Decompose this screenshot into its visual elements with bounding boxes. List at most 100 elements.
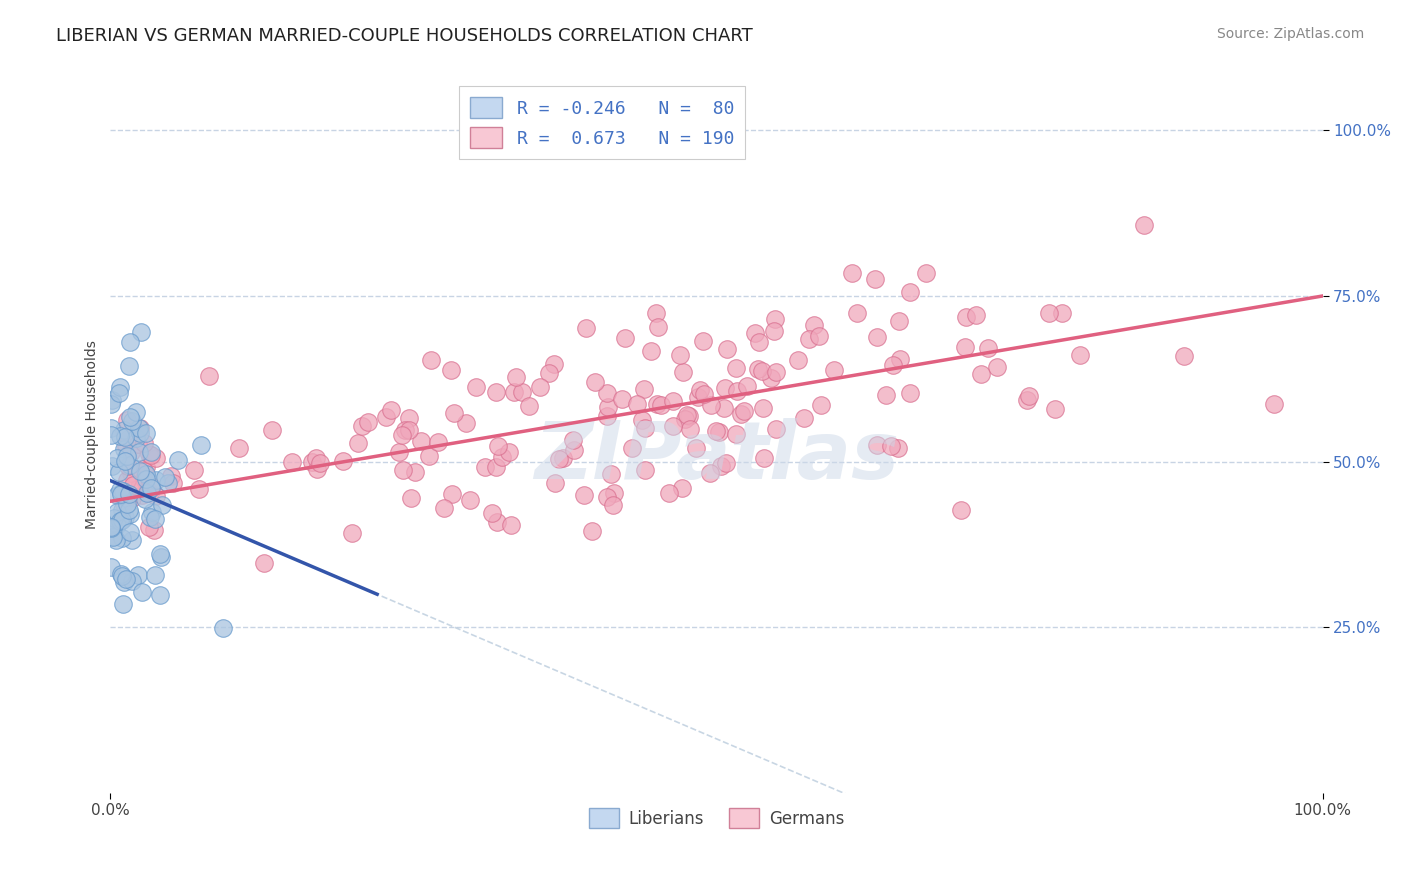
Point [644, 306, 666, 320]
Point [595, 490, 617, 504]
Point [307, 462, 329, 476]
Point [724, 426, 747, 441]
Text: LIBERIAN VS GERMAN MARRIED-COUPLE HOUSEHOLDS CORRELATION CHART: LIBERIAN VS GERMAN MARRIED-COUPLE HOUSEH… [56, 27, 754, 45]
Point [398, 423, 420, 437]
Point [108, 429, 131, 443]
Point [115, 413, 138, 427]
Point [603, 485, 626, 500]
Point [502, 385, 524, 400]
Point [198, 368, 221, 383]
Point [135, 467, 157, 482]
Point [685, 441, 707, 455]
Point [125, 405, 148, 419]
Point [100, 428, 122, 442]
Point [725, 360, 748, 375]
Point [1069, 348, 1091, 362]
Point [110, 567, 132, 582]
Point [115, 439, 138, 453]
Point [114, 509, 136, 524]
Point [596, 409, 619, 423]
Point [127, 436, 149, 450]
Point [693, 387, 716, 401]
Point [747, 362, 769, 376]
Point [686, 390, 709, 404]
Point [131, 585, 153, 599]
Point [823, 363, 845, 377]
Point [676, 408, 699, 422]
Point [543, 357, 565, 371]
Point [640, 343, 662, 358]
Point [352, 419, 374, 434]
Point [575, 321, 598, 335]
Point [129, 425, 152, 440]
Point [953, 340, 976, 354]
Point [678, 422, 700, 436]
Point [699, 467, 721, 481]
Point [631, 413, 654, 427]
Point [583, 375, 606, 389]
Point [598, 400, 620, 414]
Point [120, 466, 142, 480]
Point [977, 342, 1000, 356]
Point [633, 421, 655, 435]
Point [404, 466, 426, 480]
Point [562, 442, 585, 457]
Point [510, 385, 533, 400]
Point [841, 266, 863, 280]
Point [118, 508, 141, 522]
Point [394, 423, 416, 437]
Point [581, 524, 603, 538]
Point [131, 488, 153, 502]
Point [889, 352, 911, 367]
Point [751, 401, 773, 415]
Point [332, 453, 354, 467]
Point [121, 533, 143, 548]
Point [357, 415, 380, 429]
Point [387, 444, 409, 458]
Point [188, 482, 211, 496]
Point [107, 465, 129, 479]
Point [846, 306, 869, 320]
Point [118, 458, 141, 473]
Point [120, 334, 142, 349]
Point [101, 458, 124, 473]
Point [863, 272, 886, 286]
Point [111, 503, 134, 517]
Point [128, 465, 150, 479]
Point [129, 325, 152, 339]
Point [160, 468, 183, 483]
Point [153, 470, 176, 484]
Point [730, 407, 752, 421]
Point [645, 397, 668, 411]
Point [401, 491, 423, 506]
Point [114, 430, 136, 444]
Point [441, 487, 464, 501]
Point [562, 433, 585, 447]
Point [117, 433, 139, 447]
Point [301, 454, 323, 468]
Point [121, 413, 143, 427]
Point [108, 483, 131, 497]
Point [100, 421, 122, 435]
Text: ZIPatlas: ZIPatlas [534, 417, 898, 495]
Point [134, 436, 156, 450]
Point [505, 370, 527, 384]
Point [139, 510, 162, 524]
Point [190, 438, 212, 452]
Point [139, 449, 162, 463]
Point [101, 530, 124, 544]
Point [799, 332, 821, 346]
Point [700, 398, 723, 412]
Point [110, 531, 132, 545]
Point [662, 418, 685, 433]
Point [118, 503, 141, 517]
Point [110, 487, 132, 501]
Point [692, 334, 714, 349]
Point [150, 549, 173, 564]
Point [710, 458, 733, 473]
Point [145, 473, 167, 487]
Point [915, 266, 938, 280]
Point [713, 401, 735, 416]
Point [752, 450, 775, 465]
Point [673, 412, 696, 426]
